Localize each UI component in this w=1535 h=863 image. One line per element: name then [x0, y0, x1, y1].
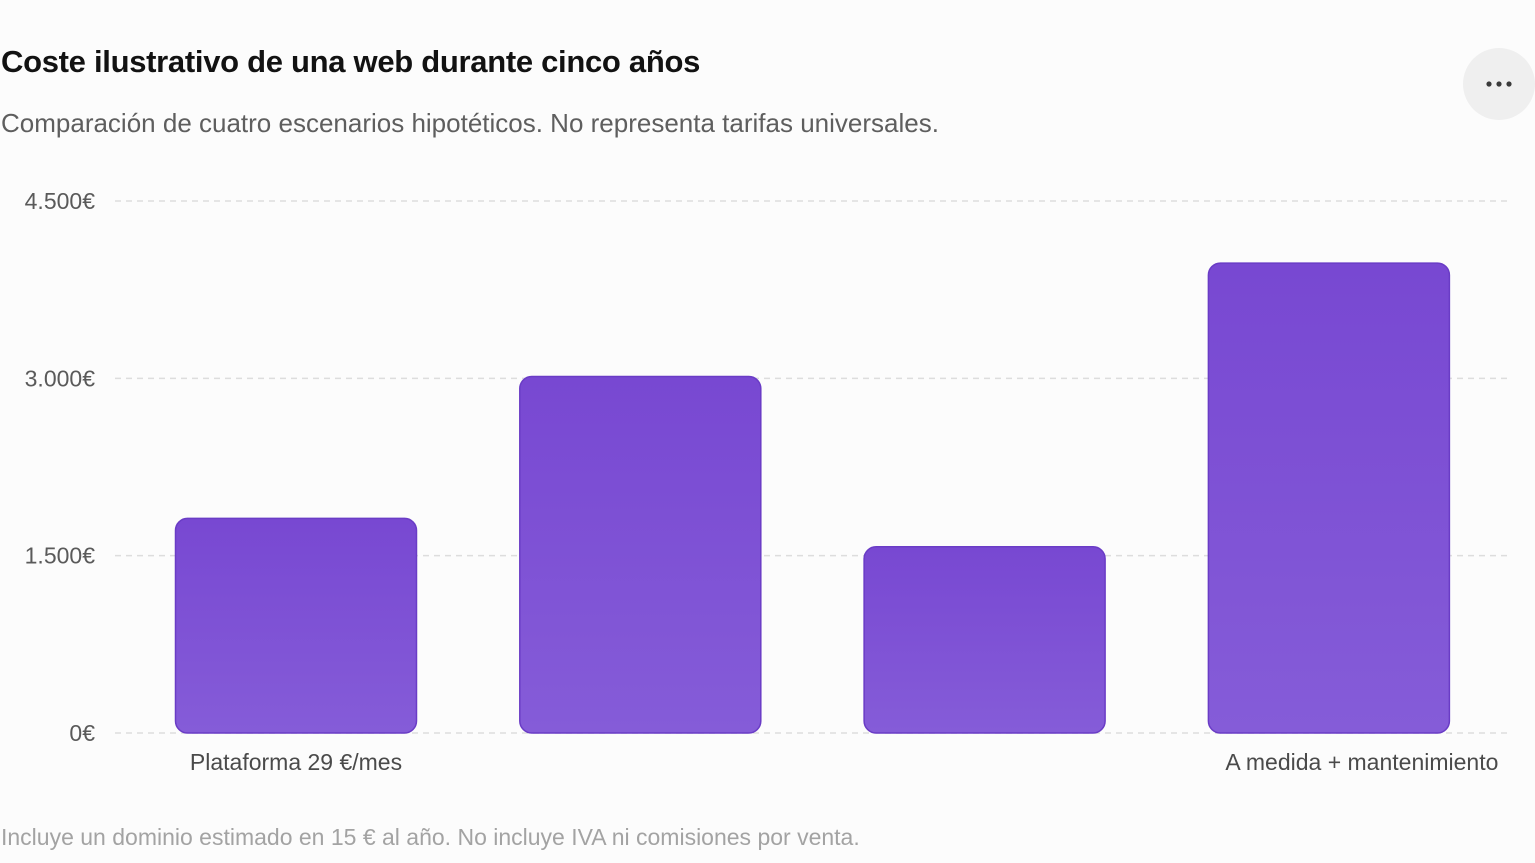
y-tick-label: 3.000€: [25, 365, 96, 391]
y-axis-ticks: 0€ 1.500€ 3.000€ 4.500€: [25, 188, 96, 746]
x-axis-labels: Plataforma 29 €/mes A medida + mantenimie…: [190, 749, 1498, 775]
bars: [174, 262, 1451, 734]
y-tick-label: 1.500€: [25, 543, 96, 569]
bar[interactable]: [174, 517, 418, 734]
bar[interactable]: [519, 375, 762, 734]
x-tick-label: A medida + mantenimiento: [1225, 749, 1498, 775]
y-tick-label: 4.500€: [25, 188, 96, 214]
more-options-button[interactable]: [1463, 48, 1535, 120]
bar[interactable]: [863, 546, 1106, 734]
x-tick-label: Plataforma 29 €/mes: [190, 749, 402, 775]
chart-subtitle: Comparación de cuatro escenarios hipotét…: [1, 108, 939, 138]
bar[interactable]: [1207, 262, 1451, 734]
footnote: Incluye un dominio estimado en 15 € al a…: [1, 824, 860, 850]
more-horizontal-icon: [1486, 81, 1512, 87]
bar-chart: 0€ 1.500€ 3.000€ 4.500€ Plataforma 29 €/mes…: [25, 188, 1510, 775]
chart-title: Coste ilustrativo de una web durante cin…: [1, 44, 701, 79]
y-tick-label: 0€: [69, 720, 95, 746]
